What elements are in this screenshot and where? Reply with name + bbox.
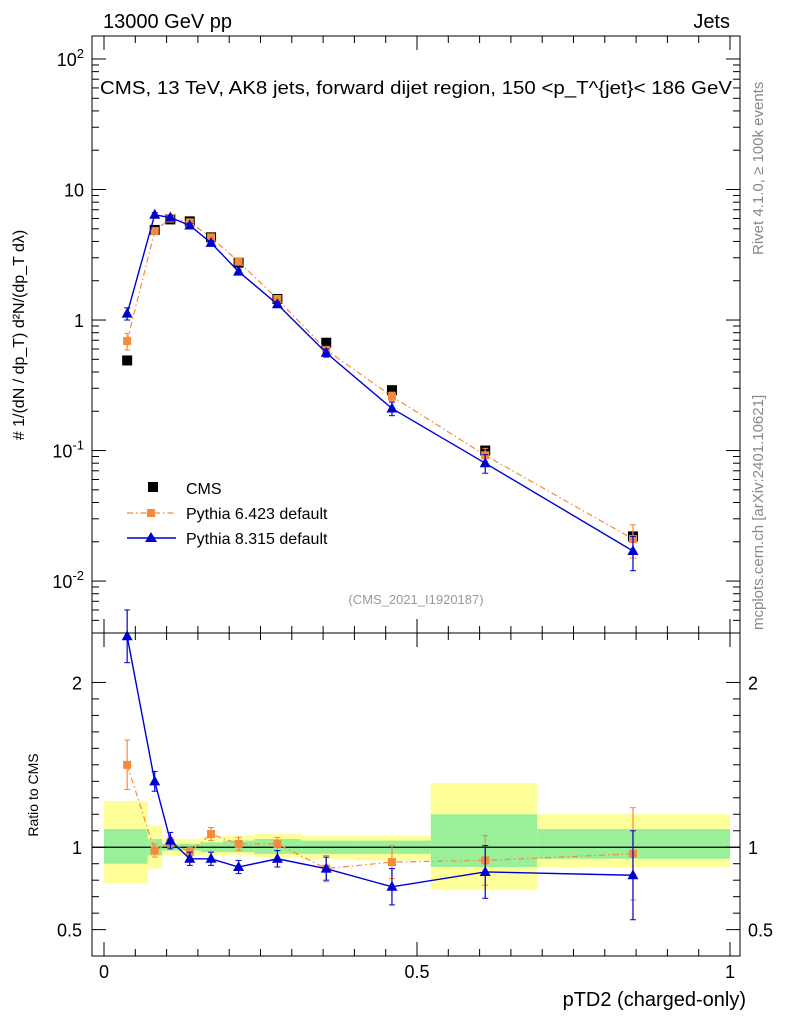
- ratio-y-tick-label: 2: [72, 673, 82, 693]
- ratio-pythia8-point: [121, 630, 133, 641]
- chart-title: CMS, 13 TeV, AK8 jets, forward dijet reg…: [100, 78, 732, 99]
- pythia8-point: [627, 544, 639, 555]
- ratio-pythia8-point: [271, 852, 283, 863]
- legend-label-py8: Pythia 8.315 default: [186, 531, 328, 548]
- ratio-y-tick-label-right: 0.5: [748, 921, 773, 941]
- pythia8-point: [320, 346, 332, 357]
- legend-label-cms: CMS: [186, 481, 222, 498]
- legend-marker-py6: [147, 509, 155, 517]
- ratio-pythia6-point: [150, 846, 159, 855]
- pythia8-point: [386, 402, 398, 413]
- legend-marker-cms: [148, 482, 158, 492]
- ratio-pythia6-point: [387, 858, 396, 867]
- ratio-band-green: [104, 829, 148, 864]
- pythia8-point: [149, 208, 161, 219]
- ratio-panel-frame: [91, 632, 741, 957]
- pythia6-point: [150, 227, 159, 236]
- ratio-pythia8-point: [479, 865, 491, 876]
- pythia8-point: [121, 307, 133, 318]
- ratio-pythia8-point: [184, 852, 196, 863]
- ratio-pythia8-point: [627, 869, 639, 880]
- main-y-tick-label: 102: [57, 46, 84, 70]
- pythia8-point: [233, 265, 245, 276]
- x-axis-label: pTD2 (charged-only): [563, 989, 746, 1011]
- main-y-tick-label: 1: [74, 311, 84, 331]
- ratio-pythia8-point: [149, 775, 161, 786]
- ratio-y-tick-label: 1: [72, 838, 82, 858]
- cms-point: [122, 355, 133, 366]
- pythia8-point: [184, 219, 196, 230]
- legend: CMS Pythia 6.423 default Pythia 8.315 de…: [127, 481, 328, 548]
- pythia8-point: [164, 211, 176, 222]
- ratio-y-tick-label-right: 2: [748, 673, 758, 693]
- pythia8-point: [271, 298, 283, 309]
- x-tick-label: 0: [99, 962, 109, 982]
- main-y-tick-label: 10-2: [52, 568, 84, 592]
- ratio-plot-area: [92, 609, 740, 956]
- ratio-y-tick-label: 0.5: [57, 921, 82, 941]
- ratio-pythia6-point: [273, 839, 282, 848]
- main-y-tick-label: 10: [64, 181, 84, 201]
- main-plot-area: [92, 36, 740, 634]
- pythia6-point: [234, 257, 243, 266]
- cms-point: [386, 385, 397, 396]
- ratio-pythia6-point: [123, 760, 132, 769]
- ratio-pythia8-point: [233, 861, 245, 872]
- x-tick-label: 1: [725, 962, 735, 982]
- x-tick-label: 0.5: [404, 962, 429, 982]
- side-label-bottom: mcplots.cern.ch [arXiv:2401.10621]: [750, 395, 767, 630]
- ratio-y-axis-label: Ratio to CMS: [25, 753, 41, 836]
- pythia8-point: [205, 236, 217, 247]
- ratio-pythia8-point: [386, 880, 398, 891]
- main-y-tick-label: 10-1: [52, 438, 84, 462]
- main-y-axis-label: # 1/(dN / dp_T) d²N/(dp_T dλ): [11, 230, 28, 440]
- pythia8-point: [479, 457, 491, 468]
- pythia6-point: [123, 337, 132, 346]
- ratio-pythia8-point: [164, 834, 176, 845]
- cms-point: [321, 337, 332, 348]
- ratio-pythia8-point: [320, 862, 332, 873]
- ratio-pythia8-point: [205, 852, 217, 863]
- side-label-top: Rivet 4.1.0, ≥ 100k events: [750, 82, 767, 255]
- energy-label: 13000 GeV pp: [103, 11, 232, 33]
- legend-label-py6: Pythia 6.423 default: [186, 506, 328, 523]
- ratio-pythia6-point: [207, 830, 216, 839]
- pythia8-line: [126, 214, 634, 552]
- pythia6-point: [387, 392, 396, 401]
- analysis-tag: (CMS_2021_I1920187): [348, 592, 483, 607]
- ratio-y-tick-label-right: 1: [748, 838, 758, 858]
- process-label: Jets: [693, 11, 730, 33]
- ratio-pythia6-point: [234, 839, 243, 848]
- legend-marker-py8: [145, 532, 157, 542]
